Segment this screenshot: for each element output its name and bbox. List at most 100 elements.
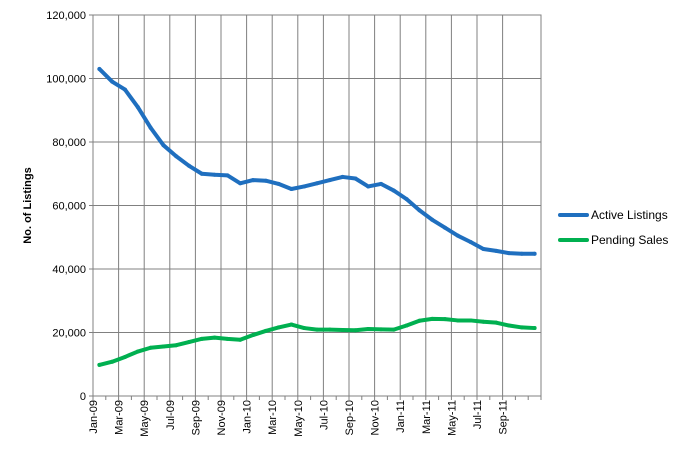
data-point — [199, 171, 204, 176]
data-point — [417, 318, 422, 323]
data-point — [468, 240, 473, 245]
data-point — [443, 225, 447, 230]
data-point — [315, 327, 319, 332]
y-axis-title: No. of Listings — [22, 167, 34, 243]
data-point — [251, 333, 255, 338]
y-tick-label: 20,000 — [52, 328, 86, 340]
data-point — [289, 186, 294, 191]
data-point — [97, 66, 102, 71]
x-tick-label: May-10 — [293, 400, 305, 437]
data-point — [148, 125, 153, 130]
data-point — [110, 79, 115, 84]
x-tick-label: Jul-09 — [165, 400, 177, 430]
data-point — [366, 327, 371, 332]
data-point — [532, 326, 537, 331]
data-point — [123, 87, 127, 92]
y-tick-label: 60,000 — [52, 201, 86, 213]
x-tick-label: Nov-09 — [216, 400, 228, 435]
data-point — [430, 217, 435, 222]
x-tick-label: Jan-10 — [242, 400, 254, 434]
data-point — [340, 327, 345, 332]
x-tick-label: May-09 — [139, 400, 151, 437]
axes: 0 20,000 40,000 60,000 80,000 100,000 120,000 J… — [22, 10, 542, 437]
data-point — [148, 345, 153, 350]
data-point — [289, 322, 294, 327]
data-point — [468, 318, 473, 323]
x-tick-label: Mar-10 — [267, 400, 279, 435]
data-point — [366, 184, 371, 189]
x-tick-label: Nov-10 — [370, 400, 382, 435]
data-point — [455, 318, 460, 323]
data-point — [455, 233, 460, 238]
data-point — [353, 328, 358, 333]
data-point — [225, 173, 230, 178]
y-tick-label: 80,000 — [52, 137, 86, 149]
data-point — [238, 181, 243, 186]
x-tick-label: May-11 — [446, 400, 458, 436]
data-point — [315, 181, 319, 186]
legend: Active Listings Pending Sales — [558, 208, 668, 247]
y-tick-label: 0 — [80, 391, 86, 403]
data-point — [404, 197, 409, 202]
data-point — [379, 181, 383, 186]
x-tick-label: Mar-11 — [421, 400, 433, 434]
data-point — [212, 335, 217, 340]
data-point — [135, 349, 140, 354]
data-point — [532, 251, 537, 256]
data-point — [161, 344, 166, 349]
data-point — [430, 316, 435, 321]
data-point — [174, 154, 179, 159]
data-point — [417, 208, 422, 213]
data-point — [263, 178, 268, 183]
data-point — [327, 178, 332, 183]
data-point — [97, 362, 102, 367]
data-point — [507, 323, 511, 328]
data-point — [302, 326, 307, 331]
y-tick-label: 40,000 — [52, 264, 86, 276]
data-point — [199, 336, 204, 341]
legend-label: Active Listings — [591, 208, 668, 222]
data-point — [481, 247, 486, 251]
data-point — [161, 143, 166, 148]
data-point — [135, 105, 140, 110]
data-point — [251, 178, 255, 183]
data-point — [110, 359, 115, 364]
data-point — [391, 327, 396, 332]
data-point — [507, 251, 511, 256]
data-point — [276, 325, 281, 330]
y-tick-label: 120,000 — [46, 10, 86, 22]
data-point — [494, 320, 499, 325]
data-point — [225, 336, 230, 341]
legend-label: Pending Sales — [591, 233, 668, 247]
data-point — [379, 327, 383, 332]
data-point — [327, 327, 332, 332]
x-tick-label: Sep-10 — [344, 400, 356, 435]
data-point — [391, 188, 396, 193]
data-point — [238, 337, 243, 342]
x-tick-label: Sep-09 — [190, 400, 202, 435]
series — [97, 66, 537, 367]
gridlines — [93, 15, 541, 396]
x-tick-label: Jan-09 — [88, 400, 100, 434]
data-point — [353, 176, 358, 181]
data-point — [481, 319, 486, 324]
data-point — [443, 317, 447, 322]
data-point — [263, 328, 268, 333]
x-tick-label: Mar-09 — [114, 400, 126, 435]
data-point — [494, 248, 499, 253]
y-tick-label: 100,000 — [46, 74, 86, 86]
x-tick-label: Jul-10 — [318, 400, 330, 430]
data-point — [187, 340, 191, 345]
x-tick-label: Jul-11 — [472, 400, 484, 429]
data-point — [340, 174, 345, 179]
data-point — [404, 323, 409, 328]
data-point — [212, 172, 217, 177]
data-point — [302, 184, 307, 189]
data-point — [187, 163, 191, 168]
x-tick-label: Sep-11 — [498, 400, 510, 435]
data-point — [174, 343, 179, 348]
data-point — [123, 354, 127, 359]
data-point — [519, 325, 524, 330]
